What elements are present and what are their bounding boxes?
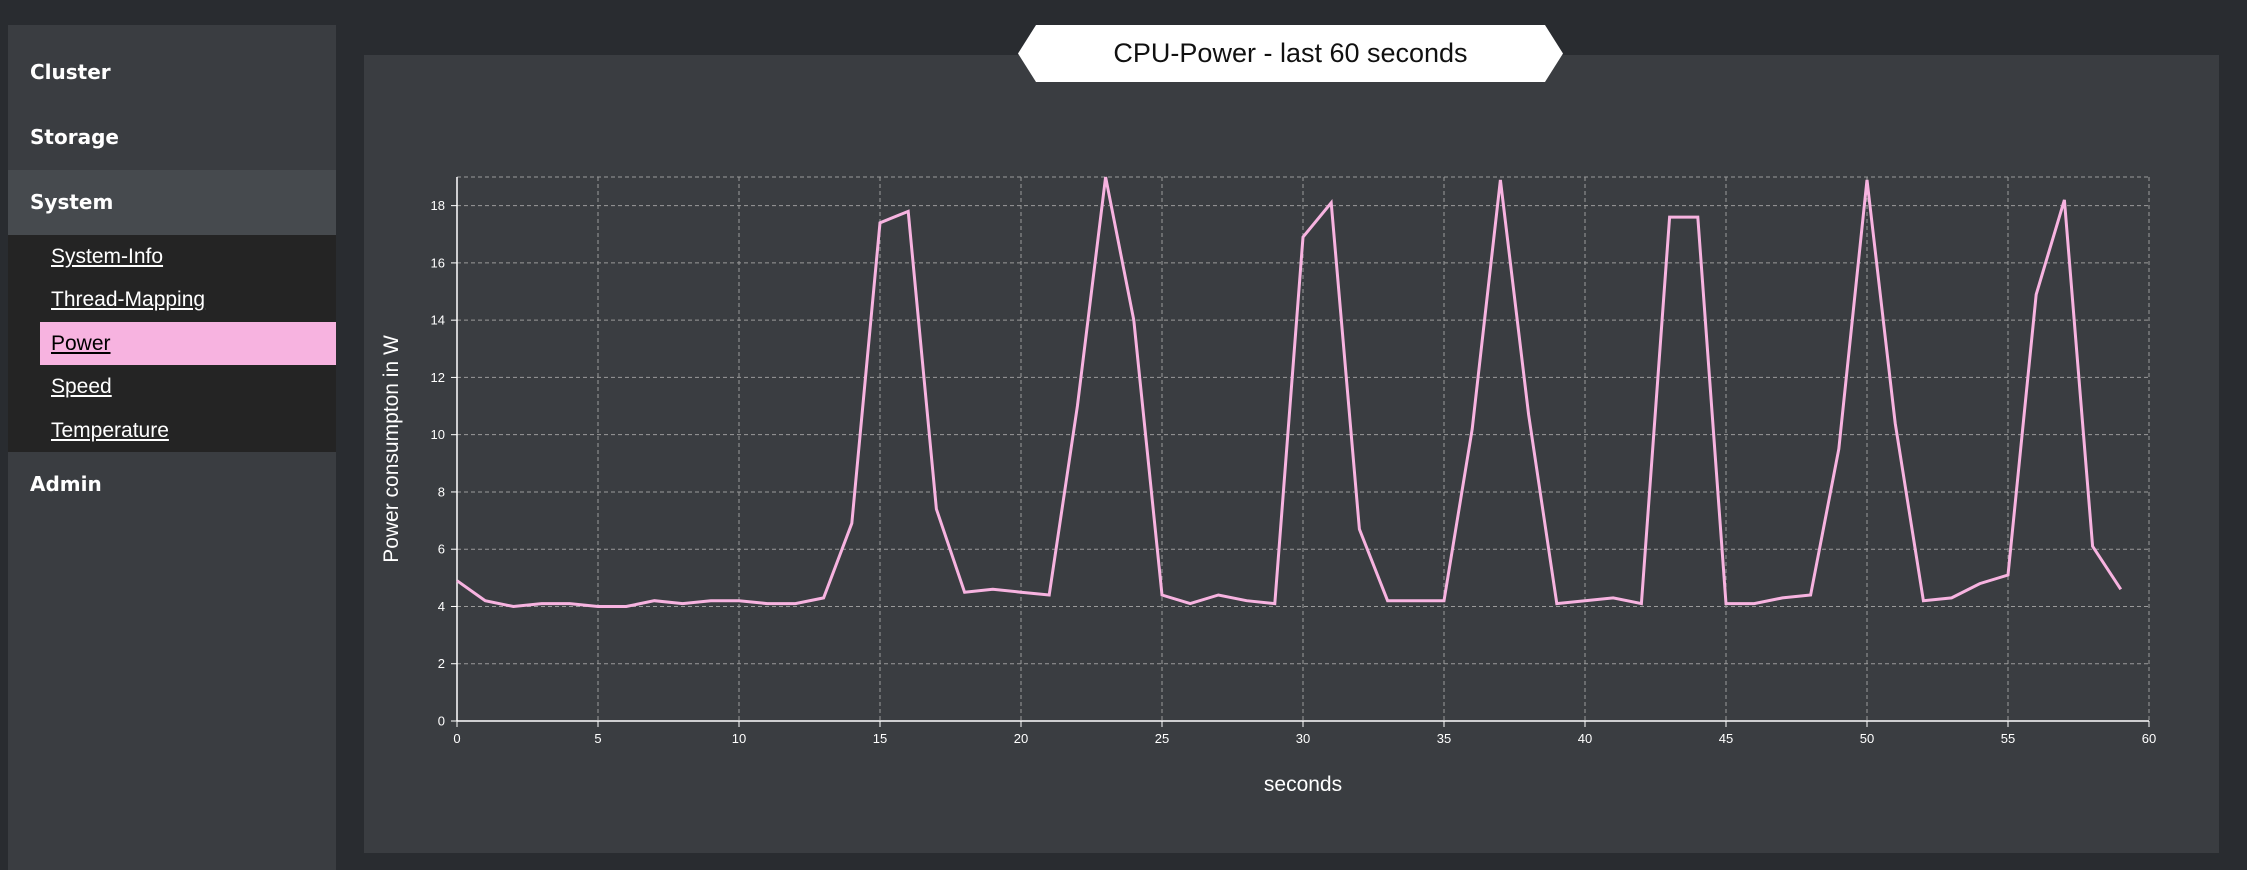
sidebar: Cluster Storage System System-Info Threa… bbox=[8, 25, 336, 870]
submenu-system-info[interactable]: System-Info bbox=[51, 245, 164, 268]
y-tick-label: 18 bbox=[431, 198, 445, 213]
x-tick-label: 55 bbox=[2001, 731, 2015, 746]
x-tick-label: 45 bbox=[1719, 731, 1733, 746]
chart-title: CPU-Power - last 60 seconds bbox=[1018, 25, 1563, 82]
tick-labels: 0 5 10 15 20 25 30 35 40 45 50 55 60 0 2 4 6 8 10 12 14 16 18 bbox=[431, 198, 2157, 746]
grid bbox=[457, 176, 2150, 721]
y-tick-label: 8 bbox=[438, 484, 445, 499]
x-tick-label: 0 bbox=[453, 731, 460, 746]
nav-admin[interactable]: Admin bbox=[30, 471, 102, 496]
x-tick-label: 10 bbox=[732, 731, 746, 746]
y-tick-label: 4 bbox=[438, 599, 445, 614]
x-tick-label: 15 bbox=[873, 731, 887, 746]
nav-cluster[interactable]: Cluster bbox=[30, 60, 111, 84]
chart-panel: 0 5 10 15 20 25 30 35 40 45 50 55 60 0 2 4 6 8 10 12 14 16 18 … bbox=[364, 55, 2219, 853]
chart-title-text: CPU-Power - last 60 seconds bbox=[1113, 38, 1468, 68]
y-tick-label: 14 bbox=[431, 313, 445, 328]
x-tick-label: 35 bbox=[1437, 731, 1451, 746]
x-tick-label: 50 bbox=[1860, 731, 1874, 746]
y-tick-label: 10 bbox=[431, 427, 445, 442]
y-tick-label: 12 bbox=[431, 370, 445, 385]
x-tick-label: 40 bbox=[1578, 731, 1592, 746]
y-tick-label: 6 bbox=[438, 542, 445, 557]
x-tick-label: 20 bbox=[1014, 731, 1028, 746]
x-axis-label: seconds bbox=[1264, 773, 1342, 796]
submenu-speed[interactable]: Speed bbox=[51, 375, 112, 399]
nav-storage[interactable]: Storage bbox=[30, 125, 119, 149]
power-series-line bbox=[456, 176, 2123, 609]
x-tick-label: 60 bbox=[2142, 731, 2156, 746]
y-tick-label: 16 bbox=[431, 255, 445, 270]
nav-system[interactable]: System bbox=[8, 170, 336, 235]
submenu-thread-mapping[interactable]: Thread-Mapping bbox=[51, 288, 206, 312]
system-submenu: System-Info Thread-Mapping Power Speed T… bbox=[8, 235, 336, 452]
power-chart: 0 5 10 15 20 25 30 35 40 45 50 55 60024681012141618 … bbox=[380, 176, 2157, 796]
axes bbox=[451, 177, 2150, 727]
y-tick-label: 0 bbox=[438, 714, 445, 729]
submenu-power[interactable]: Power bbox=[40, 321, 336, 366]
x-tick-label: 5 bbox=[594, 731, 601, 746]
x-tick-label: 25 bbox=[1155, 731, 1169, 746]
series bbox=[456, 176, 2123, 609]
x-tick-label: 30 bbox=[1296, 731, 1310, 746]
submenu-temperature[interactable]: Temperature bbox=[51, 418, 169, 442]
y-tick-label: 2 bbox=[438, 656, 445, 671]
y-axis-label: Power consumpton in W bbox=[380, 335, 403, 563]
